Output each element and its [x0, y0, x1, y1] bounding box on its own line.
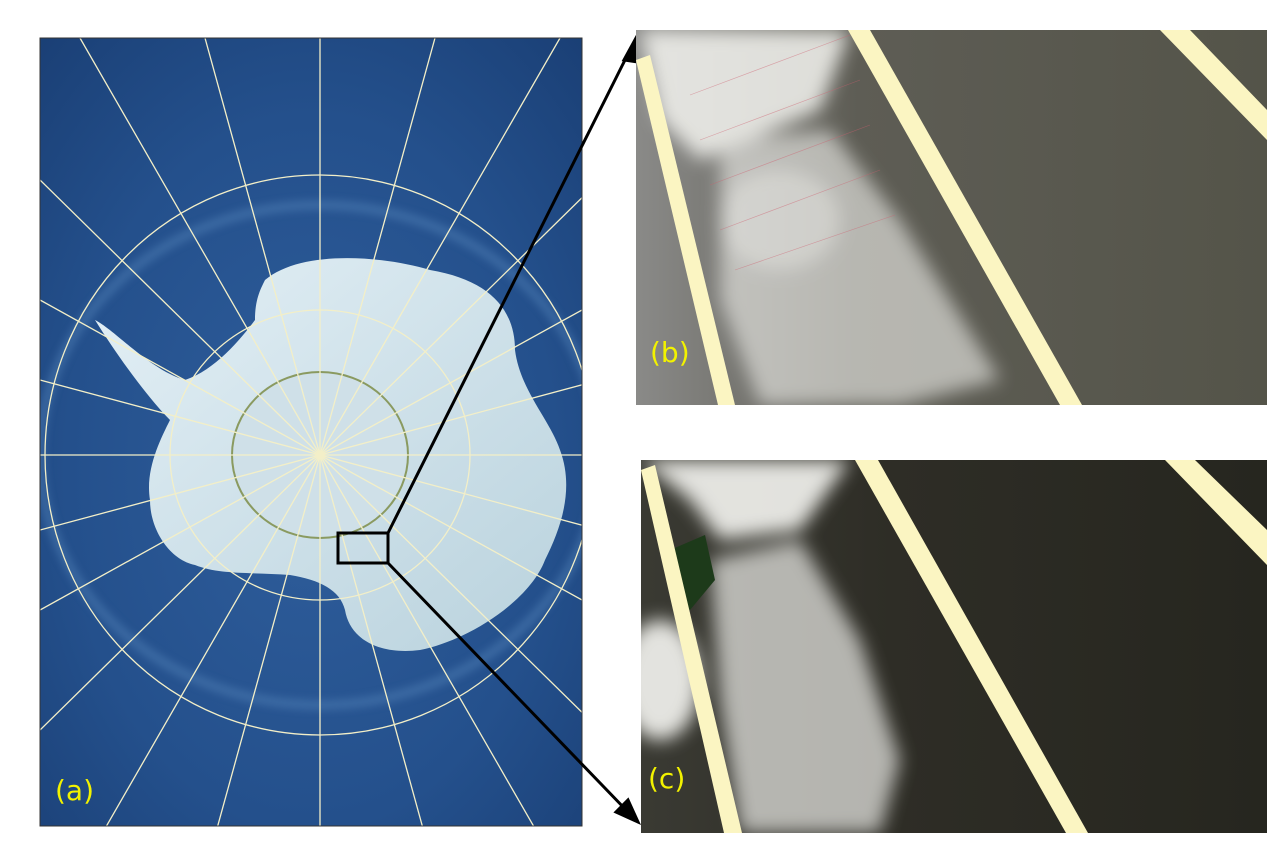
panel-label: (c) — [648, 762, 685, 795]
map-panel: (a) — [40, 38, 600, 857]
satellite-panel-c: (c) — [620, 460, 1267, 833]
panel-label: (b) — [650, 336, 690, 369]
satellite-panel-b: (b) — [636, 30, 1267, 405]
panel-label: (a) — [55, 774, 94, 807]
figure: (a) (b) — [0, 0, 1267, 857]
